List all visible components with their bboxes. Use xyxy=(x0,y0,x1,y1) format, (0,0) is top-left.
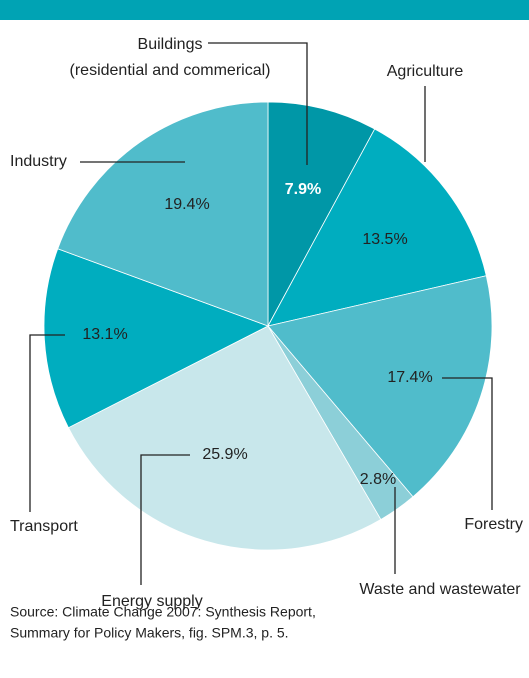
leader-lines xyxy=(29,42,493,585)
source: Summary for Policy Makers, fig. SPM.3, p… xyxy=(10,625,289,641)
value-label: 13.5% xyxy=(362,231,407,248)
value-label: 13.1% xyxy=(82,326,127,343)
category-label: Waste and wastewater xyxy=(359,581,521,598)
value-label: 2.8% xyxy=(360,471,396,488)
category-label: Buildings xyxy=(138,36,203,53)
source: Source: Climate Change 2007: Synthesis R… xyxy=(10,604,316,620)
slice xyxy=(267,101,376,327)
slice xyxy=(57,101,269,327)
category-label: Agriculture xyxy=(387,63,464,80)
category-label: (residential and commerical) xyxy=(70,62,271,79)
category-label: Energy supply xyxy=(101,593,202,610)
category-label: Transport xyxy=(10,518,78,535)
value-label: 19.4% xyxy=(164,196,209,213)
value-label: 25.9% xyxy=(202,446,247,463)
slice xyxy=(43,248,269,429)
slice xyxy=(267,128,487,327)
slice xyxy=(67,325,382,551)
value-label: 7.9% xyxy=(285,181,321,198)
category-label: Industry xyxy=(10,153,67,170)
banner xyxy=(0,0,529,20)
slice xyxy=(267,275,493,498)
value-label: 17.4% xyxy=(387,369,432,386)
category-label: Forestry xyxy=(464,516,523,533)
